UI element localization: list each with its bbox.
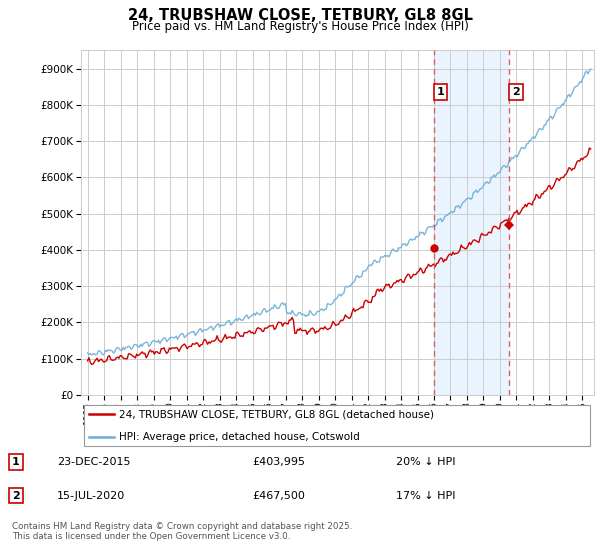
Text: Price paid vs. HM Land Registry's House Price Index (HPI): Price paid vs. HM Land Registry's House … [131,20,469,32]
Text: 23-DEC-2015: 23-DEC-2015 [57,457,131,467]
Text: 15-JUL-2020: 15-JUL-2020 [57,491,125,501]
Text: 24, TRUBSHAW CLOSE, TETBURY, GL8 8GL: 24, TRUBSHAW CLOSE, TETBURY, GL8 8GL [128,8,473,24]
Text: 2: 2 [12,491,20,501]
Text: 2: 2 [512,87,520,97]
Text: 1: 1 [12,457,20,467]
Text: £467,500: £467,500 [252,491,305,501]
Bar [434,50,509,395]
FancyBboxPatch shape [83,405,590,446]
Text: 1: 1 [437,87,445,97]
Text: Contains HM Land Registry data © Crown copyright and database right 2025.
This d: Contains HM Land Registry data © Crown c… [12,522,352,542]
Text: £403,995: £403,995 [252,457,305,467]
Text: 24, TRUBSHAW CLOSE, TETBURY, GL8 8GL (detached house): 24, TRUBSHAW CLOSE, TETBURY, GL8 8GL (de… [119,409,434,419]
Text: 17% ↓ HPI: 17% ↓ HPI [396,491,455,501]
Text: HPI: Average price, detached house, Cotswold: HPI: Average price, detached house, Cots… [119,432,360,442]
Text: 20% ↓ HPI: 20% ↓ HPI [396,457,455,467]
